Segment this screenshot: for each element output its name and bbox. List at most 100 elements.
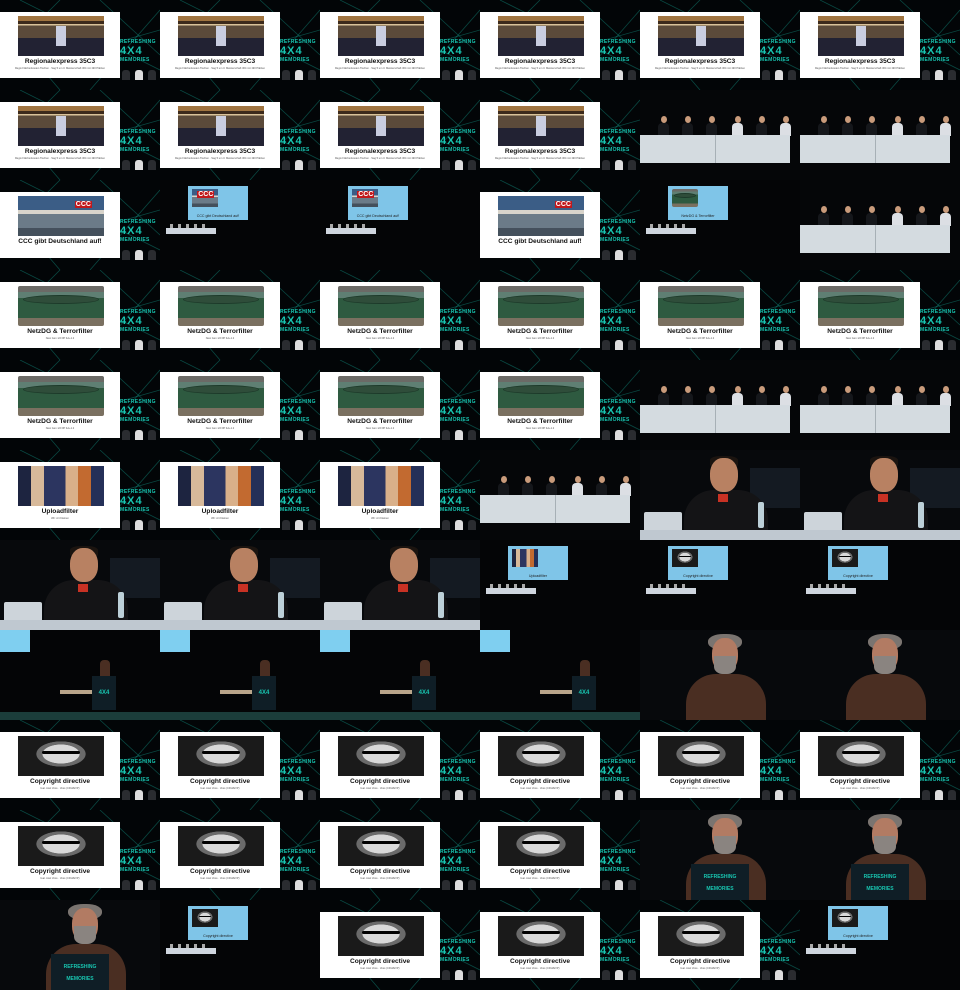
thumbnail-person xyxy=(148,250,156,260)
thumbnail-person xyxy=(615,790,623,800)
panelist-head xyxy=(549,476,555,483)
screen-edge xyxy=(320,630,350,652)
panelist xyxy=(756,116,767,136)
panelist xyxy=(732,116,743,136)
logo-line3: MEMORIES xyxy=(600,147,630,153)
thumbnail-person xyxy=(295,160,303,170)
slide-title: NetzDG & Terrorfilter xyxy=(27,418,93,425)
panel-thumbnail xyxy=(600,428,640,440)
panelist xyxy=(546,476,557,496)
logo-line2: 4X4 xyxy=(920,765,943,777)
video-frame: REFRESHING 4X4 MEMORIES Copyright directive… xyxy=(160,720,320,810)
screen-photo xyxy=(192,909,218,927)
panelist xyxy=(818,386,829,406)
panelist-head xyxy=(869,206,875,213)
video-frame: REFRESHING 4X4 MEMORIES Regionalexpress 35C… xyxy=(480,0,640,90)
thumbnail-person xyxy=(282,160,290,170)
panelist-head xyxy=(783,386,789,393)
logo-line1: REFRESHING xyxy=(600,849,636,855)
speaker-collar xyxy=(878,494,888,502)
thumbnail-person xyxy=(455,340,463,350)
panelist xyxy=(682,386,693,406)
logo-line3: MEMORIES xyxy=(760,327,790,333)
slide-photo xyxy=(338,286,424,326)
podium-front: 4X4 xyxy=(252,676,276,710)
panelist-head xyxy=(709,386,715,393)
stage-wide: 4X4 xyxy=(480,630,640,720)
logo-line3: MEMORIES xyxy=(120,147,150,153)
slide-subtitle: feat. Axel Voss · Voss (CDU/EVP) xyxy=(520,787,560,790)
panelist-body xyxy=(866,393,877,406)
stage-panel-row xyxy=(810,584,850,588)
slide-title: Uploadfilter xyxy=(201,508,239,515)
panelist-body xyxy=(940,123,951,136)
thumbnail-person xyxy=(135,430,143,440)
slide-title: Regionalexpress 35C3 xyxy=(344,148,416,155)
panelist-head xyxy=(685,116,691,123)
panel-thumbnail xyxy=(440,158,480,170)
slide-title: Copyright directive xyxy=(509,958,571,965)
thumbnail-person xyxy=(308,160,316,170)
panelist-body xyxy=(732,123,743,136)
slide-title: Regionalexpress 35C3 xyxy=(504,58,576,65)
slide-card: Regionalexpress 35C3 Regio Flächenkosten … xyxy=(640,12,760,78)
thumbnail-person xyxy=(615,880,623,890)
thumbnail-person xyxy=(602,340,610,350)
refreshing-memories-logo: REFRESHING 4X4 MEMORIES xyxy=(120,220,160,243)
panel-desk xyxy=(640,135,790,163)
stage-wide: NetzDG & Terrorfilter xyxy=(640,180,800,270)
thumbnail-person xyxy=(788,340,796,350)
panelist-head xyxy=(845,116,851,123)
panel-thumbnail xyxy=(440,338,480,350)
refreshing-memories-logo: REFRESHING 4X4 MEMORIES xyxy=(760,760,800,783)
panelist-body xyxy=(706,393,717,406)
logo-line3: MEMORIES xyxy=(440,147,470,153)
slide-photo xyxy=(498,16,584,56)
slide-title: Copyright directive xyxy=(349,958,411,965)
thumbnail-person xyxy=(602,160,610,170)
speaker-closeup xyxy=(320,540,480,630)
video-frame: REFRESHING 4X4 MEMORIES Regionalexpress 35C… xyxy=(480,90,640,180)
panelist xyxy=(818,206,829,226)
thumbnail-person xyxy=(948,790,956,800)
video-frame: Copyright directive xyxy=(160,900,320,990)
thumbnail-person xyxy=(282,520,290,530)
slide-subtitle: New Gen 1/2 DP 4A+1.2 xyxy=(685,337,715,340)
panelist-head xyxy=(869,386,875,393)
logo-line2: 4X4 xyxy=(760,45,783,57)
speaker-head xyxy=(70,548,98,582)
podium-front: 4X4 xyxy=(92,676,116,710)
thumbnail-person xyxy=(308,520,316,530)
thumbnail-person xyxy=(308,70,316,80)
panelist-body xyxy=(916,213,927,226)
panelist xyxy=(892,116,903,136)
logo-line3: MEMORIES xyxy=(760,957,790,963)
panel-thumbnail xyxy=(920,788,960,800)
speaker-collar xyxy=(398,584,408,592)
slide-title: Regionalexpress 35C3 xyxy=(344,58,416,65)
logo-line3: MEMORIES xyxy=(440,417,470,423)
speaker-closeup xyxy=(640,630,800,720)
refreshing-memories-logo: REFRESHING 4X4 MEMORIES xyxy=(120,130,160,153)
stage-table xyxy=(646,588,696,594)
panelist-body xyxy=(706,123,717,136)
slide-photo xyxy=(498,916,584,956)
panelist xyxy=(658,116,669,136)
slide-subtitle: Regio Flächenkosten Tischen · Sag 5 um 3… xyxy=(174,157,266,160)
stage-table xyxy=(806,588,856,594)
logo-line1: REFRESHING xyxy=(280,399,316,405)
slide-card: Regionalexpress 35C3 Regio Flächenkosten … xyxy=(0,102,120,168)
podium-front: REFRESHING MEMORIES xyxy=(51,954,109,990)
video-frame: REFRESHING 4X4 MEMORIES NetzDG & Terrorfilt… xyxy=(320,270,480,360)
slide-subtitle: feat. Axel Voss · Voss (CDU/EVP) xyxy=(200,877,240,880)
logo-line2: 4X4 xyxy=(440,405,463,417)
slide-subtitle: feat. Axel Voss · Voss (CDU/EVP) xyxy=(680,967,720,970)
thumbnail-person xyxy=(602,970,610,980)
slide-subtitle: feat. Axel Voss · Voss (CDU/EVP) xyxy=(360,967,400,970)
video-frame: REFRESHING 4X4 MEMORIES Regionalexpress 35C… xyxy=(320,0,480,90)
thumbnail-person xyxy=(948,70,956,80)
panelist xyxy=(732,386,743,406)
panelist-head xyxy=(735,116,741,123)
